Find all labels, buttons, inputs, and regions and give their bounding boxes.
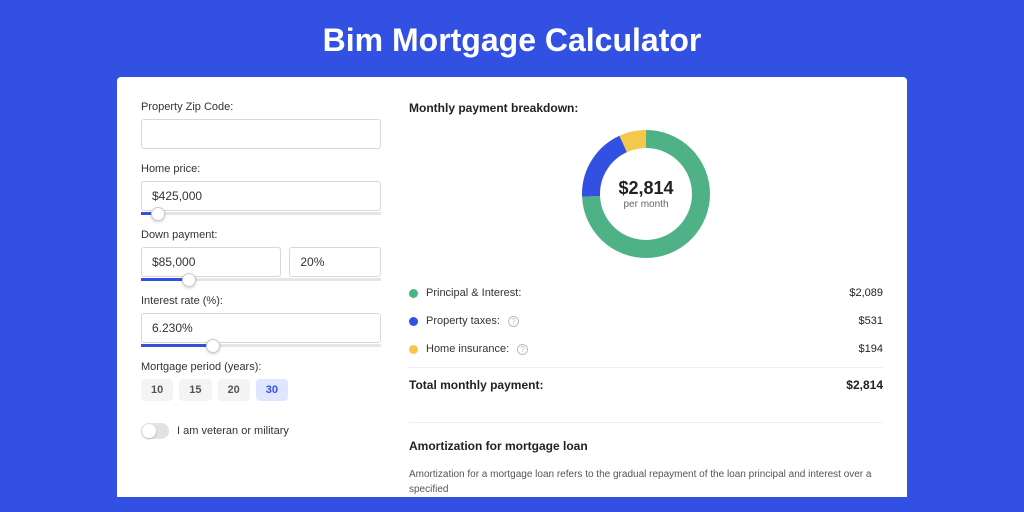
veteran-toggle[interactable] [141,423,169,439]
legend-row: Home insurance:? $194 [409,335,883,363]
info-icon[interactable]: ? [517,344,528,355]
donut-center-sub: per month [623,199,668,210]
calculator-card: Property Zip Code: Home price: Down paym… [117,77,907,497]
down-payment-amount-input[interactable] [141,247,281,277]
amortization-section: Amortization for mortgage loan Amortizat… [409,422,883,497]
period-option-10[interactable]: 10 [141,379,173,401]
total-label: Total monthly payment: [409,378,543,392]
total-value: $2,814 [846,378,883,392]
breakdown-panel: Monthly payment breakdown: $2,814 per mo… [409,101,883,497]
legend-dot [409,345,418,354]
donut-center-amount: $2,814 [618,178,673,199]
amortization-body: Amortization for a mortgage loan refers … [409,467,883,497]
legend-label: Principal & Interest: [426,287,521,299]
legend-label: Home insurance: [426,343,509,355]
form-panel: Property Zip Code: Home price: Down paym… [141,101,381,497]
period-options: 10 15 20 30 [141,379,381,401]
interest-slider[interactable] [141,344,381,347]
page-title: Bim Mortgage Calculator [0,0,1024,77]
period-label: Mortgage period (years): [141,361,381,373]
legend-row: Principal & Interest: $2,089 [409,279,883,307]
zip-input[interactable] [141,119,381,149]
period-option-15[interactable]: 15 [179,379,211,401]
legend-dot [409,289,418,298]
info-icon[interactable]: ? [508,316,519,327]
period-option-20[interactable]: 20 [218,379,250,401]
interest-input[interactable] [141,313,381,343]
amortization-title: Amortization for mortgage loan [409,439,883,453]
zip-label: Property Zip Code: [141,101,381,113]
breakdown-title: Monthly payment breakdown: [409,101,883,115]
veteran-label: I am veteran or military [177,425,289,437]
period-option-30[interactable]: 30 [256,379,288,401]
interest-label: Interest rate (%): [141,295,381,307]
home-price-label: Home price: [141,163,381,175]
payment-donut-chart: $2,814 per month [581,129,711,259]
legend-dot [409,317,418,326]
down-payment-slider[interactable] [141,278,381,281]
down-payment-label: Down payment: [141,229,381,241]
legend-row: Property taxes:? $531 [409,307,883,335]
down-payment-percent-input[interactable] [289,247,381,277]
legend-value: $194 [859,343,883,355]
home-price-input[interactable] [141,181,381,211]
legend-value: $2,089 [849,287,883,299]
legend-label: Property taxes: [426,315,500,327]
legend-value: $531 [859,315,883,327]
home-price-slider[interactable] [141,212,381,215]
